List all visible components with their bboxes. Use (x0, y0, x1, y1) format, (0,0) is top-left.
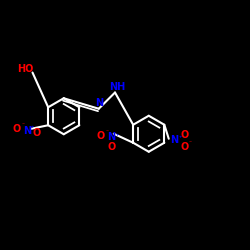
Text: ⁻: ⁻ (106, 131, 108, 136)
Text: N: N (170, 135, 178, 145)
Text: O: O (96, 131, 104, 141)
Text: NH: NH (110, 82, 126, 92)
Text: O: O (107, 142, 116, 152)
Text: N: N (23, 126, 31, 136)
Text: ⁻: ⁻ (21, 123, 24, 128)
Text: +: + (116, 132, 119, 136)
Text: N: N (107, 132, 115, 142)
Text: O: O (180, 130, 188, 140)
Text: HO: HO (17, 64, 33, 74)
Text: +: + (178, 135, 182, 139)
Text: ⁻: ⁻ (188, 141, 192, 146)
Text: N: N (95, 98, 103, 108)
Text: +: + (31, 126, 34, 130)
Text: O: O (12, 124, 20, 134)
Text: O: O (180, 142, 188, 152)
Text: O: O (32, 128, 40, 138)
